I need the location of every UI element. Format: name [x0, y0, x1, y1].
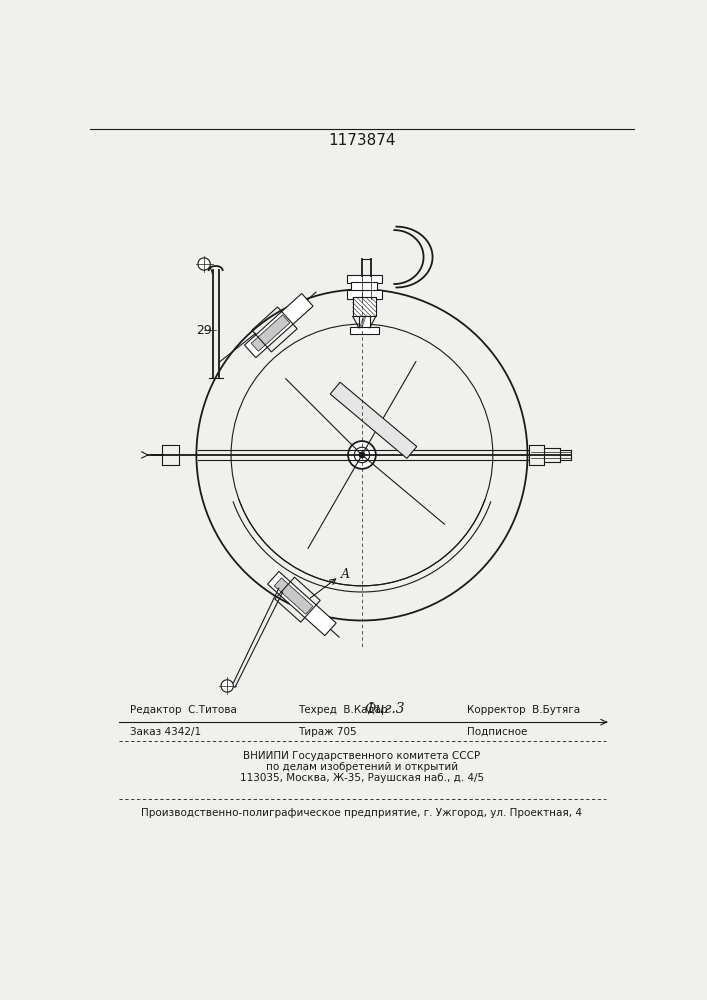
- Bar: [346, 290, 382, 299]
- Text: 1173874: 1173874: [328, 133, 396, 148]
- Circle shape: [354, 447, 370, 463]
- Text: по делам изобретений и открытий: по делам изобретений и открытий: [266, 762, 458, 772]
- Bar: [359, 316, 370, 328]
- Text: Заказ 4342/1: Заказ 4342/1: [130, 727, 201, 737]
- Bar: [346, 275, 382, 283]
- Circle shape: [348, 441, 376, 469]
- Circle shape: [221, 680, 233, 692]
- Bar: [274, 578, 313, 614]
- Bar: [245, 294, 313, 358]
- Bar: [268, 572, 336, 636]
- Text: Техред  В.Кадар: Техред В.Кадар: [298, 705, 387, 715]
- Text: 29: 29: [197, 324, 212, 337]
- Text: Тираж 705: Тираж 705: [298, 727, 356, 737]
- Bar: [350, 327, 379, 334]
- Circle shape: [198, 258, 210, 270]
- Text: Производственно-полиграфическое предприятие, г. Ужгород, ул. Проектная, 4: Производственно-полиграфическое предприя…: [141, 808, 583, 818]
- Text: 113035, Москва, Ж-35, Раушская наб., д. 4/5: 113035, Москва, Ж-35, Раушская наб., д. …: [240, 773, 484, 783]
- Circle shape: [359, 452, 365, 458]
- Bar: [275, 577, 320, 622]
- Bar: [330, 382, 417, 458]
- Bar: [251, 315, 290, 351]
- Bar: [335, 387, 412, 454]
- Bar: [353, 297, 376, 316]
- Text: A: A: [341, 568, 350, 581]
- Text: ВНИИПИ Государственного комитета СССР: ВНИИПИ Государственного комитета СССР: [243, 751, 481, 761]
- Text: Корректор  В.Бутяга: Корректор В.Бутяга: [467, 705, 580, 715]
- Bar: [351, 282, 378, 291]
- Bar: [252, 307, 297, 352]
- Text: Фиг.3: Фиг.3: [365, 702, 405, 716]
- Text: Редактор  С.Титова: Редактор С.Титова: [130, 705, 237, 715]
- Text: Подписное: Подписное: [467, 727, 528, 737]
